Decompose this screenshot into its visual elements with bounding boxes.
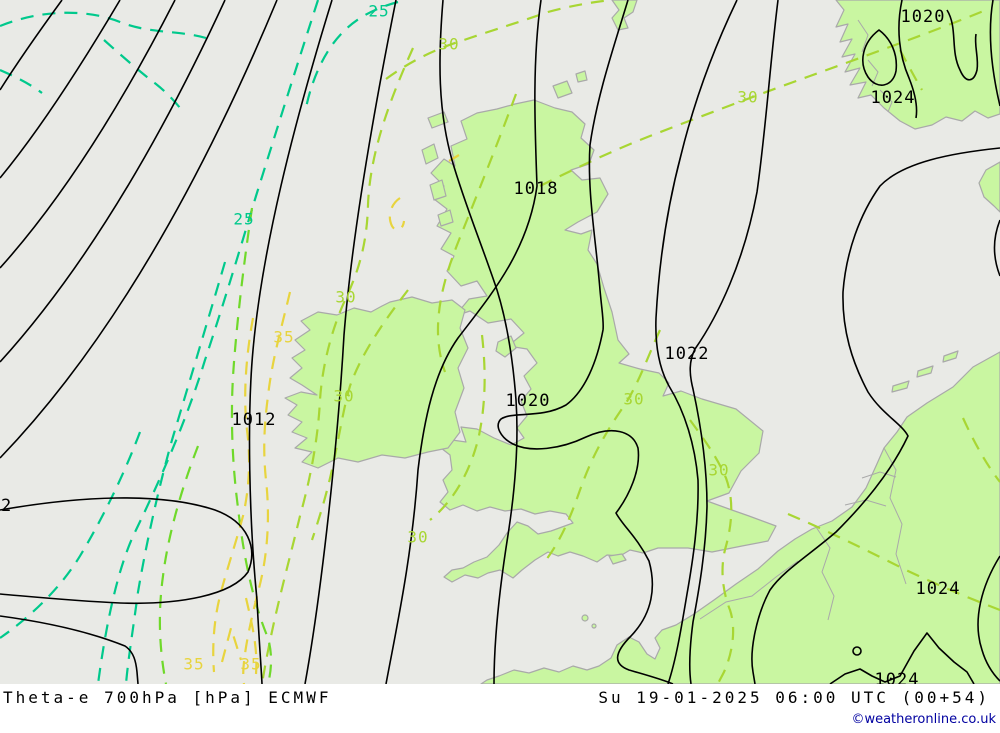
- theta30-contour: [260, 47, 415, 684]
- theta30-contour: [962, 417, 1000, 483]
- map-label-pressure: 1012: [232, 410, 277, 430]
- isobar-line: [0, 0, 278, 459]
- border-france-belgium: [699, 560, 799, 620]
- theta35-contour: [242, 291, 292, 684]
- theta25-contour: [0, 11, 207, 40]
- map-label-pressure: 1020: [506, 391, 551, 411]
- coastline-channel-island: [591, 623, 597, 629]
- theta25-contour: [103, 39, 184, 113]
- theta35-contour: [388, 197, 406, 231]
- theta30-bright-contour: [158, 445, 200, 684]
- map-label-pressure: 2: [1, 496, 12, 516]
- map-label-theta35: 35: [240, 655, 261, 674]
- contour-value-labels: 1020 1024 1018 1022 1020 1012 2 1024 1024 25 25 30 3…: [1, 2, 961, 685]
- map-label-theta30: 30: [623, 390, 644, 409]
- norway-fjords: [857, 19, 893, 113]
- isobar-line: [946, 9, 979, 81]
- isobar-line-1024: [751, 147, 1000, 684]
- coastline-great-britain: [430, 99, 777, 583]
- coastline-hebrides: [421, 111, 454, 227]
- isobar-line: [655, 0, 738, 684]
- map-label-pressure: 1024: [875, 670, 920, 684]
- isobar-line: [0, 0, 63, 91]
- isobar-line: [0, 0, 121, 179]
- theta25-contour: [124, 261, 227, 684]
- isobar-line-1012-outer: [0, 497, 253, 605]
- isobar-line: [439, 0, 518, 684]
- theta35-contour: [244, 597, 258, 675]
- info-bar: Theta-e 700hPa [hPa] ECMWF Su 19-01-2025…: [0, 684, 1000, 733]
- map-label-theta30: 30: [438, 35, 459, 54]
- isobar-line: [0, 615, 139, 684]
- isobar-line: [989, 0, 1000, 107]
- map-label-pressure: 1022: [665, 344, 710, 364]
- isobar-line: [0, 0, 226, 363]
- coastline-ireland: [284, 296, 469, 469]
- coastline-channel-island: [581, 614, 589, 622]
- map-label-theta25: 25: [368, 2, 389, 21]
- border-netherlands-germany: [883, 447, 907, 585]
- isobar-line-1012: [248, 0, 333, 684]
- theta30-bright-contour: [230, 207, 273, 684]
- isobar-line: [977, 555, 1000, 682]
- isobar-line-1018: [385, 0, 542, 684]
- map-label-pressure: 1020: [901, 7, 946, 27]
- map-label-pressure: 1018: [514, 179, 559, 199]
- isobar-ring-norway-1024: [862, 29, 898, 86]
- copyright-link[interactable]: ©weatheronline.co.uk: [851, 712, 996, 727]
- map-label-theta30: 30: [335, 288, 356, 307]
- theta-e-contours: [0, 0, 1000, 684]
- theta25-contour: [96, 0, 320, 684]
- isobar-line: [0, 0, 176, 269]
- theta30-contour: [385, 0, 613, 80]
- map-label-theta35: 35: [183, 655, 204, 674]
- isobar-line-1020: [497, 0, 674, 684]
- theta30-contour: [787, 512, 1000, 612]
- isobar-line: [993, 219, 1000, 277]
- weather-map: 1020 1024 1018 1022 1020 1012 2 1024 1024 25 25 30 3…: [0, 0, 1000, 684]
- chart-parameter-label: Theta-e 700hPa [hPa] ECMWF: [3, 688, 332, 707]
- theta25-contour: [0, 68, 43, 94]
- theta25-contour: [304, 0, 399, 109]
- map-label-theta30: 30: [737, 88, 758, 107]
- coastline-wadden-islands: [891, 350, 959, 393]
- isobar-line: [304, 0, 397, 684]
- map-label-pressure: 1024: [871, 88, 916, 108]
- forecast-datetime-label: Su 19-01-2025 06:00 UTC (00+54): [598, 688, 990, 707]
- map-label-theta35: 35: [273, 328, 294, 347]
- landmasses: [284, 0, 1000, 684]
- theta35-contour: [220, 624, 243, 663]
- theta35-contour: [448, 154, 460, 162]
- theta35-contour: [212, 317, 255, 673]
- theta30-contour: [539, 8, 987, 187]
- coastline-shetland: [611, 0, 638, 31]
- coastline-orkney: [552, 70, 588, 99]
- theta30-contour: [429, 334, 486, 521]
- isobar-line-1024-south: [829, 632, 975, 684]
- map-label-theta30: 30: [333, 387, 354, 406]
- theta25-contour: [0, 431, 142, 639]
- map-label-pressure: 1024: [916, 579, 961, 599]
- coastline-denmark: [978, 161, 1000, 213]
- theta30-contour: [310, 289, 409, 541]
- coastline-continental-europe: [480, 351, 1000, 684]
- isobars: [0, 0, 1000, 684]
- theta30-contour: [436, 93, 518, 373]
- isobar-line-norway-1020: [898, 0, 918, 119]
- theta30-contour: [689, 419, 735, 684]
- isobar-line-1022: [688, 0, 779, 684]
- map-label-theta30: 30: [708, 461, 729, 480]
- map-label-theta30: 30: [407, 528, 428, 547]
- theta30-contour: [545, 329, 661, 561]
- isobar-closed-ring: [852, 646, 862, 656]
- map-label-theta25: 25: [233, 210, 254, 229]
- coastline-isle-of-wight: [608, 553, 627, 565]
